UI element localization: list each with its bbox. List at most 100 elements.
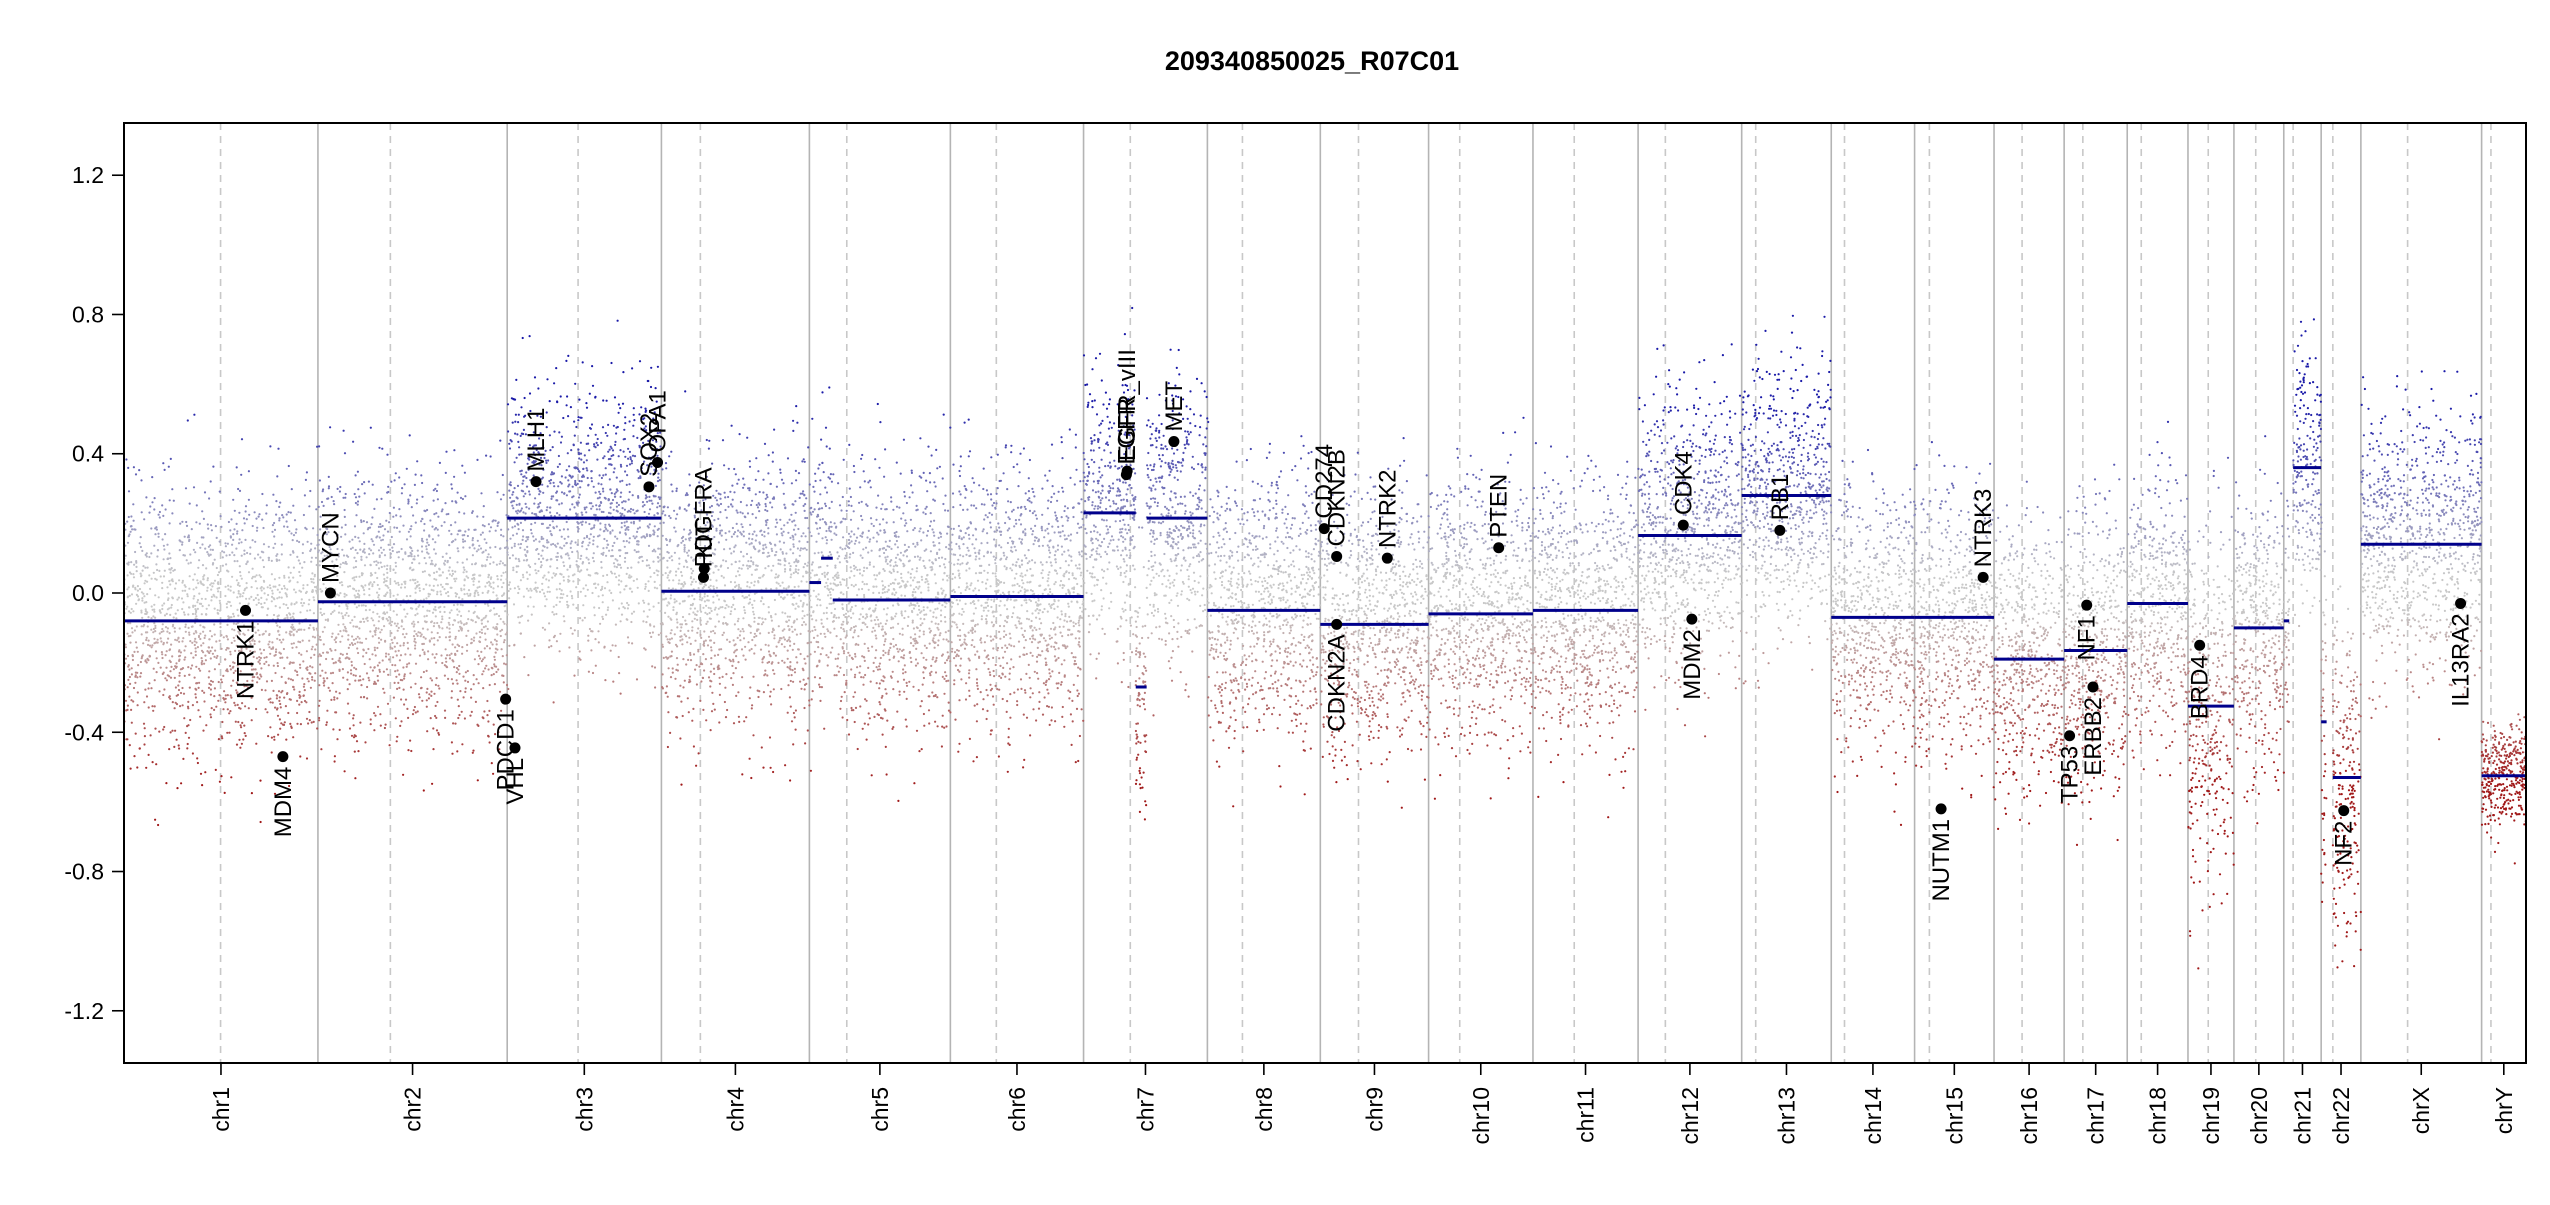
probe-point [344,452,346,454]
probe-point [777,662,779,664]
probe-point [621,522,623,524]
probe-point [449,639,451,641]
probe-point [737,620,739,622]
probe-point [448,570,450,572]
probe-point [626,465,628,467]
probe-point [208,546,210,548]
probe-point [680,784,682,786]
probe-point [613,425,615,427]
probe-point [742,526,744,528]
probe-point [224,701,226,703]
probe-point [412,579,414,581]
probe-point [291,647,293,649]
probe-point [385,520,387,522]
probe-point [395,514,397,516]
probe-point [335,641,337,643]
probe-point [149,505,151,507]
probe-point [627,529,629,531]
probe-point [214,634,216,636]
probe-point [273,665,275,667]
probe-point [784,638,786,640]
probe-point [163,672,165,674]
probe-point [383,595,385,597]
probe-point [195,630,197,632]
probe-point [548,639,550,641]
probe-point [429,584,431,586]
probe-point [742,595,744,597]
probe-point [175,686,177,688]
probe-point [612,499,614,501]
probe-point [599,493,601,495]
probe-point [565,476,567,478]
probe-point [748,594,750,596]
probe-point [350,669,352,671]
probe-point [157,533,159,535]
probe-point [313,596,315,598]
probe-point [793,712,795,714]
probe-point [363,543,365,545]
probe-point [217,612,219,614]
probe-point [174,588,176,590]
probe-point [637,551,639,553]
probe-point [456,750,458,752]
probe-point [361,585,363,587]
probe-point [172,701,174,703]
probe-point [386,618,388,620]
probe-point [433,637,435,639]
probe-point [542,550,544,552]
probe-point [705,640,707,642]
probe-point [579,486,581,488]
probe-point [196,504,198,506]
probe-point [170,666,172,668]
probe-point [239,538,241,540]
probe-point [287,607,289,609]
probe-point [460,497,462,499]
probe-point [163,602,165,604]
probe-point [517,421,519,423]
probe-point [556,512,558,514]
probe-point [248,499,250,501]
probe-point [180,692,182,694]
probe-point [487,605,489,607]
probe-point [657,548,659,550]
probe-point [207,587,209,589]
probe-point [311,679,313,681]
probe-point [571,503,573,505]
probe-point [302,552,304,554]
probe-point [130,573,132,575]
probe-point [378,567,380,569]
probe-point [409,740,411,742]
probe-point [278,559,280,561]
probe-point [151,646,153,648]
probe-point [355,668,357,670]
probe-point [194,605,196,607]
probe-point [803,615,805,617]
probe-point [587,635,589,637]
probe-point [570,627,572,629]
probe-point [601,477,603,479]
probe-point [792,604,794,606]
probe-point [372,540,374,542]
probe-point [636,543,638,545]
probe-point [355,502,357,504]
probe-point [358,627,360,629]
probe-point [735,561,737,563]
probe-point [573,467,575,469]
probe-point [559,463,561,465]
probe-point [230,590,232,592]
probe-point [281,514,283,516]
probe-point [417,555,419,557]
probe-point [614,573,616,575]
probe-point [204,635,206,637]
probe-point [624,557,626,559]
probe-point [158,731,160,733]
probe-point [551,471,553,473]
probe-point [136,647,138,649]
probe-point [502,655,504,657]
probe-point [696,683,698,685]
probe-point [462,498,464,500]
probe-point [261,689,263,691]
probe-point [334,649,336,651]
probe-point [768,632,770,634]
probe-point [582,521,584,523]
